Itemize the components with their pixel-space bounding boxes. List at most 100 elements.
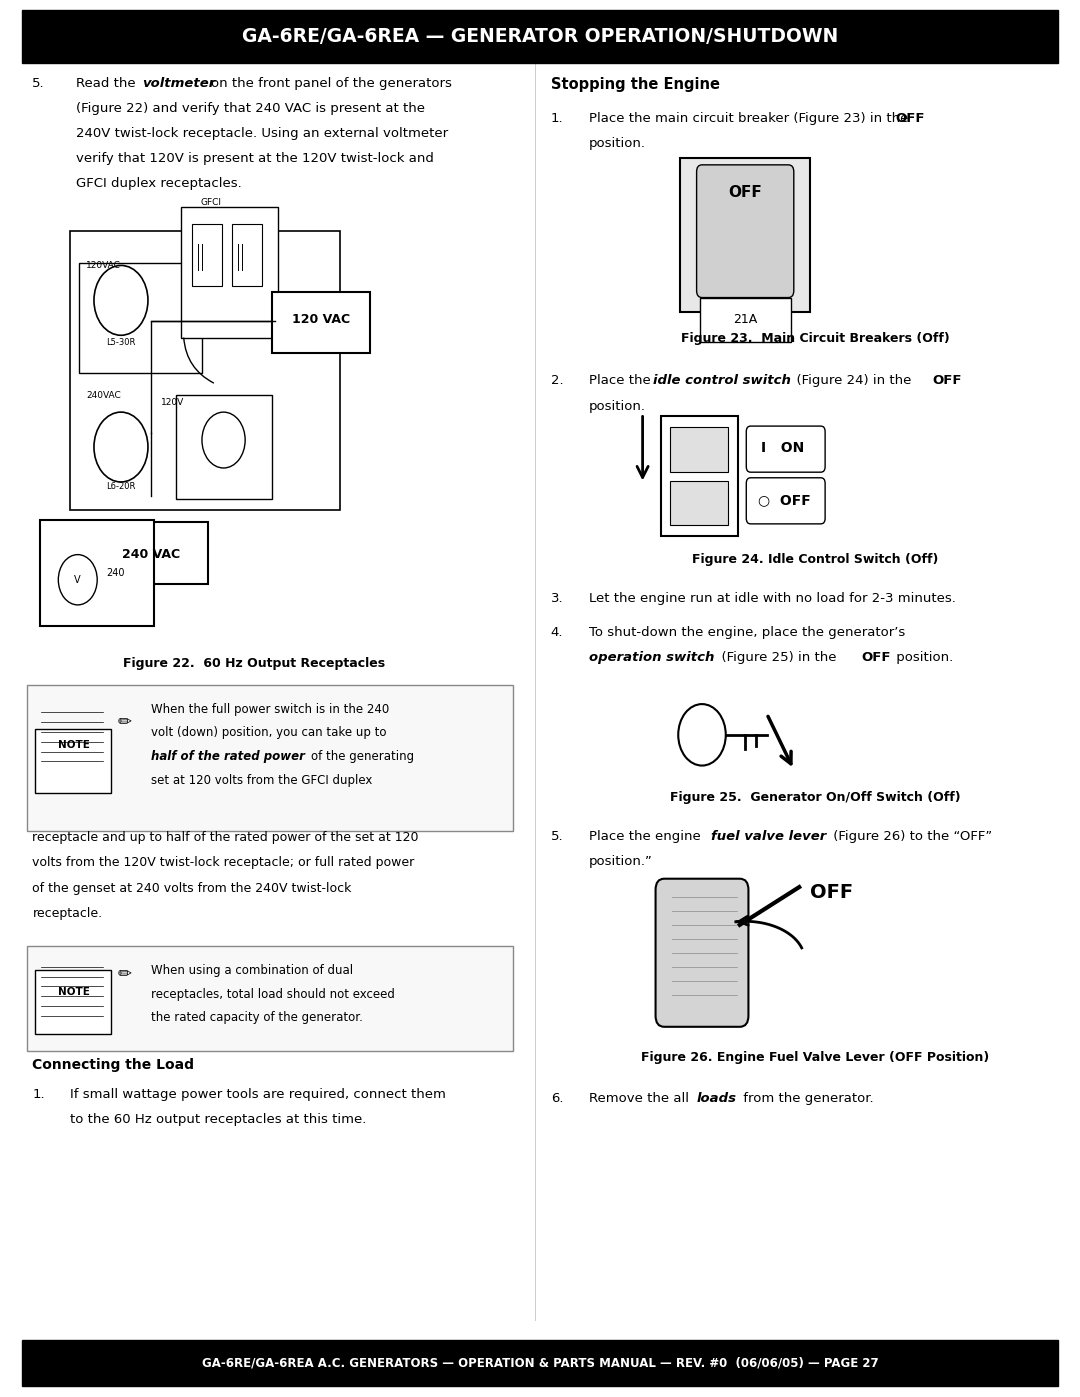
Text: receptacle.: receptacle.: [32, 907, 103, 919]
Text: NOTE: NOTE: [57, 986, 90, 997]
Text: L5-30R: L5-30R: [106, 338, 136, 346]
Text: half of the rated power: half of the rated power: [151, 750, 305, 763]
FancyBboxPatch shape: [661, 416, 738, 536]
Text: fuel valve lever: fuel valve lever: [711, 830, 826, 842]
Text: 4.: 4.: [551, 626, 564, 638]
FancyBboxPatch shape: [94, 522, 208, 584]
Text: 120VAC: 120VAC: [86, 261, 121, 270]
Text: 1.: 1.: [551, 112, 564, 124]
FancyBboxPatch shape: [670, 481, 728, 525]
Text: Read the: Read the: [76, 77, 139, 89]
Text: position.: position.: [589, 400, 646, 412]
Text: Figure 25.  Generator On/Off Switch (Off): Figure 25. Generator On/Off Switch (Off): [670, 791, 961, 803]
FancyBboxPatch shape: [656, 879, 748, 1027]
Text: Let the engine run at idle with no load for 2-3 minutes.: Let the engine run at idle with no load …: [589, 592, 956, 605]
Text: OFF: OFF: [728, 186, 762, 200]
FancyBboxPatch shape: [27, 946, 513, 1051]
Bar: [232, 224, 262, 286]
Bar: [22, 1340, 1058, 1386]
Text: loads: loads: [697, 1092, 737, 1105]
Text: position.: position.: [589, 137, 646, 149]
Text: GA-6RE/GA-6REA A.C. GENERATORS — OPERATION & PARTS MANUAL — REV. #0  (06/06/05) : GA-6RE/GA-6REA A.C. GENERATORS — OPERATI…: [202, 1356, 878, 1369]
Text: volts from the 120V twist-lock receptacle; or full rated power: volts from the 120V twist-lock receptacl…: [32, 856, 415, 869]
Text: position.”: position.”: [589, 855, 652, 868]
Text: (Figure 25) in the: (Figure 25) in the: [713, 651, 840, 664]
Text: 240VAC: 240VAC: [86, 391, 121, 400]
Text: Place the: Place the: [589, 374, 654, 387]
FancyBboxPatch shape: [272, 292, 370, 353]
FancyBboxPatch shape: [35, 729, 111, 793]
FancyBboxPatch shape: [746, 426, 825, 472]
Text: 2.: 2.: [551, 374, 564, 387]
Text: to the 60 Hz output receptacles at this time.: to the 60 Hz output receptacles at this …: [70, 1113, 366, 1126]
Text: of the generating: of the generating: [311, 750, 414, 763]
Text: When the full power switch is in the 240: When the full power switch is in the 240: [151, 703, 390, 715]
Text: NOTE: NOTE: [57, 739, 90, 750]
Text: 6.: 6.: [551, 1092, 564, 1105]
Text: If small wattage power tools are required, connect them: If small wattage power tools are require…: [70, 1088, 446, 1101]
FancyBboxPatch shape: [697, 165, 794, 298]
Text: 240: 240: [106, 567, 124, 578]
Text: Connecting the Load: Connecting the Load: [32, 1058, 194, 1071]
Text: 5.: 5.: [32, 77, 45, 89]
Text: Stopping the Engine: Stopping the Engine: [551, 77, 719, 92]
FancyBboxPatch shape: [70, 231, 340, 510]
Text: idle control switch: idle control switch: [653, 374, 792, 387]
Text: ✏: ✏: [118, 964, 131, 982]
Text: To shut-down the engine, place the generator’s: To shut-down the engine, place the gener…: [589, 626, 905, 638]
Text: Figure 24. Idle Control Switch (Off): Figure 24. Idle Control Switch (Off): [692, 553, 939, 566]
Text: (Figure 22) and verify that 240 VAC is present at the: (Figure 22) and verify that 240 VAC is p…: [76, 102, 424, 115]
FancyBboxPatch shape: [700, 298, 791, 342]
Text: receptacle and up to half of the rated power of the set at 120: receptacle and up to half of the rated p…: [32, 831, 419, 844]
Text: I   ON: I ON: [761, 441, 805, 455]
Text: volt (down) position, you can take up to: volt (down) position, you can take up to: [151, 726, 387, 739]
Text: ✏: ✏: [118, 712, 131, 731]
Text: position.: position.: [892, 651, 954, 664]
Text: 5.: 5.: [551, 830, 564, 842]
FancyBboxPatch shape: [27, 685, 513, 831]
Text: Figure 23.  Main Circuit Breakers (Off): Figure 23. Main Circuit Breakers (Off): [681, 332, 949, 345]
Text: 1.: 1.: [32, 1088, 45, 1101]
FancyBboxPatch shape: [746, 478, 825, 524]
Text: 120V: 120V: [161, 398, 185, 407]
Text: Place the main circuit breaker (Figure 23) in the: Place the main circuit breaker (Figure 2…: [589, 112, 913, 124]
Text: 21A: 21A: [733, 313, 757, 327]
Text: of the genset at 240 volts from the 240V twist-lock: of the genset at 240 volts from the 240V…: [32, 882, 352, 894]
Text: L6-20R: L6-20R: [106, 482, 136, 490]
Text: Remove the all: Remove the all: [589, 1092, 693, 1105]
Text: OFF: OFF: [932, 374, 961, 387]
FancyBboxPatch shape: [680, 158, 810, 312]
Text: the rated capacity of the generator.: the rated capacity of the generator.: [151, 1011, 363, 1024]
Text: When using a combination of dual: When using a combination of dual: [151, 964, 353, 977]
Bar: [192, 224, 222, 286]
Text: (Figure 24) in the: (Figure 24) in the: [788, 374, 916, 387]
Text: Figure 22.  60 Hz Output Receptacles: Figure 22. 60 Hz Output Receptacles: [123, 657, 384, 669]
FancyBboxPatch shape: [40, 520, 154, 626]
Text: receptacles, total load should not exceed: receptacles, total load should not excee…: [151, 988, 395, 1000]
Text: (Figure 26) to the “OFF”: (Figure 26) to the “OFF”: [829, 830, 993, 842]
Text: from the generator.: from the generator.: [739, 1092, 874, 1105]
Text: OFF: OFF: [895, 112, 924, 124]
Bar: [22, 10, 1058, 63]
Text: 120 VAC: 120 VAC: [292, 313, 350, 327]
Text: 3.: 3.: [551, 592, 564, 605]
Text: 240 VAC: 240 VAC: [122, 548, 180, 562]
Text: Figure 26. Engine Fuel Valve Lever (OFF Position): Figure 26. Engine Fuel Valve Lever (OFF …: [642, 1051, 989, 1063]
FancyBboxPatch shape: [181, 207, 278, 338]
Text: Place the engine: Place the engine: [589, 830, 704, 842]
FancyBboxPatch shape: [670, 427, 728, 472]
Text: OFF: OFF: [810, 883, 853, 902]
Text: set at 120 volts from the GFCI duplex: set at 120 volts from the GFCI duplex: [151, 774, 373, 787]
FancyBboxPatch shape: [176, 395, 272, 499]
Text: GA-6RE/GA-6REA — GENERATOR OPERATION/SHUTDOWN: GA-6RE/GA-6REA — GENERATOR OPERATION/SHU…: [242, 27, 838, 46]
Text: GFCI duplex receptacles.: GFCI duplex receptacles.: [76, 177, 241, 190]
Text: operation switch: operation switch: [589, 651, 714, 664]
Text: OFF: OFF: [862, 651, 891, 664]
Text: GFCI: GFCI: [200, 198, 221, 207]
Text: V: V: [73, 574, 80, 585]
Text: verify that 120V is present at the 120V twist-lock and: verify that 120V is present at the 120V …: [76, 152, 433, 165]
Text: voltmeter: voltmeter: [143, 77, 216, 89]
Text: on the front panel of the generators: on the front panel of the generators: [211, 77, 451, 89]
FancyBboxPatch shape: [79, 263, 202, 373]
Text: 240V twist-lock receptacle. Using an external voltmeter: 240V twist-lock receptacle. Using an ext…: [76, 127, 448, 140]
